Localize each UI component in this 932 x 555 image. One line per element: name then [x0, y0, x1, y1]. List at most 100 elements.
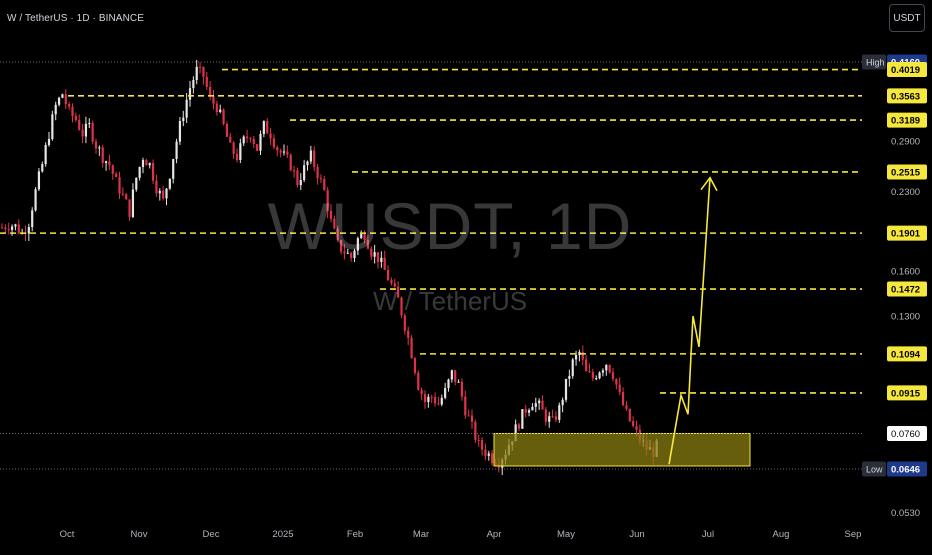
candle	[4, 224, 7, 234]
candle	[178, 117, 182, 145]
svg-text:0.0760: 0.0760	[891, 429, 920, 440]
candle	[104, 160, 108, 171]
candle	[128, 199, 131, 222]
candle	[158, 188, 161, 201]
price-tag: 0.0760	[887, 425, 927, 441]
candle	[282, 144, 286, 156]
candle	[138, 166, 141, 181]
candle	[356, 236, 359, 256]
candle	[464, 390, 467, 419]
candle	[574, 350, 578, 366]
candle	[185, 92, 188, 123]
candle	[0, 223, 4, 229]
candle	[61, 93, 64, 99]
candle	[605, 364, 608, 376]
candle	[370, 246, 373, 261]
candle	[581, 345, 584, 366]
candle	[417, 370, 420, 391]
x-tick-label: Feb	[347, 529, 363, 540]
x-tick-label: Oct	[60, 529, 75, 540]
candle	[470, 409, 474, 430]
candle	[71, 103, 74, 123]
candle	[286, 145, 289, 158]
candle	[615, 378, 618, 390]
x-tick-label: Dec	[203, 529, 220, 540]
watermark-name: W / TetherUS	[372, 286, 528, 316]
candle	[266, 118, 269, 134]
price-tag: 0.2515	[887, 164, 927, 180]
candle	[10, 224, 14, 236]
candle	[34, 187, 37, 212]
candle	[376, 252, 380, 269]
candle	[621, 387, 625, 407]
candle	[554, 411, 558, 423]
candle	[91, 120, 94, 145]
candle	[151, 159, 155, 184]
candle	[568, 369, 571, 387]
candle	[611, 367, 615, 382]
candle	[41, 161, 44, 173]
svg-text:0.0646: 0.0646	[891, 465, 920, 476]
candle	[111, 164, 114, 180]
candle	[262, 120, 265, 138]
candle	[51, 110, 54, 141]
candle	[346, 248, 349, 254]
candle	[229, 132, 232, 143]
x-tick-label: Nov	[131, 529, 148, 540]
candle	[225, 121, 229, 137]
candle	[269, 127, 272, 145]
candle	[517, 423, 521, 431]
candle	[17, 219, 20, 235]
candle	[336, 225, 339, 242]
candle	[323, 176, 326, 191]
candle	[108, 154, 111, 170]
candle	[407, 326, 410, 346]
svg-text:0.1901: 0.1901	[891, 229, 921, 240]
candle	[397, 281, 400, 298]
candle	[420, 387, 423, 401]
price-tag: 0.4019	[887, 62, 927, 78]
svg-text:0.4019: 0.4019	[891, 65, 920, 76]
candle	[564, 378, 568, 403]
candle	[360, 230, 363, 239]
candle	[534, 397, 537, 413]
candle	[14, 223, 17, 231]
candle	[125, 192, 128, 200]
candle	[313, 146, 316, 172]
candle	[31, 207, 34, 232]
x-tick-label: 2025	[272, 529, 293, 540]
price-tag: 0.0915	[887, 385, 927, 401]
candles	[0, 59, 658, 476]
candle	[588, 363, 591, 373]
candle	[309, 145, 312, 165]
candle	[393, 278, 396, 288]
candle	[279, 148, 282, 158]
candle	[27, 223, 30, 241]
candle	[222, 108, 225, 126]
price-tag: 0.1094	[887, 346, 927, 362]
candle	[155, 174, 158, 197]
candle	[608, 364, 611, 374]
candle	[78, 114, 81, 131]
candle	[601, 368, 605, 377]
candle	[366, 235, 370, 250]
candle	[454, 370, 457, 386]
candle	[400, 296, 403, 318]
candle	[88, 118, 91, 129]
currency-button[interactable]: USDT	[889, 4, 925, 32]
candle	[37, 168, 41, 192]
y-tick-label: 0.2900	[891, 136, 920, 147]
candle	[115, 171, 118, 178]
x-tick-label: Aug	[773, 529, 790, 540]
candle	[192, 76, 195, 94]
price-tag: 0.1901	[887, 225, 927, 241]
candle	[386, 265, 390, 281]
candle	[558, 402, 561, 423]
candle	[541, 395, 544, 410]
candle	[249, 136, 252, 143]
candle	[585, 355, 588, 372]
svg-text:0.1472: 0.1472	[891, 285, 920, 296]
candle	[209, 80, 212, 101]
